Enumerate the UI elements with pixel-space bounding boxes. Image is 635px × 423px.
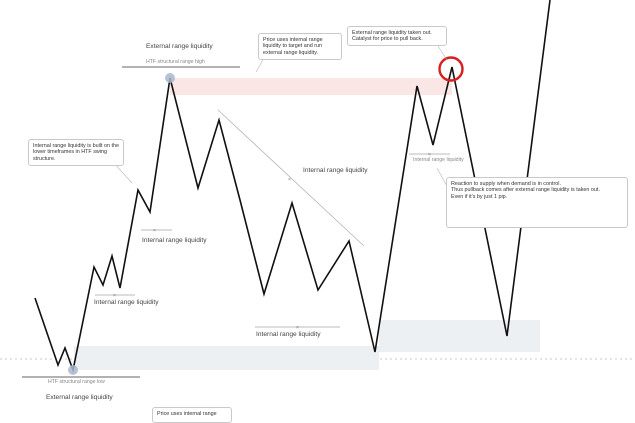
callout-bottom-partial: Price uses internal range <box>152 407 232 423</box>
marker-x-1: × <box>113 293 116 299</box>
marker-x-4: × <box>428 152 431 158</box>
zone-demand <box>379 320 540 352</box>
trend-line <box>217 109 365 247</box>
price-path <box>34 0 551 373</box>
top-external-label: External range liquidity <box>146 43 213 50</box>
top-htf-label: HTF structural range high <box>146 59 205 65</box>
callout-external-taken: External range liquidity taken out. Cata… <box>347 26 447 46</box>
connector-external-taken <box>437 45 448 61</box>
internal-label-3: Internal range liquidity <box>303 167 368 174</box>
internal-label-1: Internal range liquidity <box>94 299 159 306</box>
marker-x-3: × <box>296 325 299 331</box>
external-taken-circle <box>438 56 464 82</box>
marker-x-5: × <box>288 177 291 183</box>
callout-internal-built: Internal range liquidity is built on the… <box>28 139 124 166</box>
bottom-htf-label: HTF structural range low <box>48 379 105 385</box>
swing-low-dot <box>68 365 78 375</box>
swing-high-dot <box>165 73 175 83</box>
callout-reaction: Reaction to supply when demand is in con… <box>446 177 628 228</box>
marker-x-2: × <box>153 228 156 234</box>
callout-price-uses: Price uses internal range liquidity to t… <box>258 33 342 60</box>
zone-external-high <box>170 78 452 95</box>
internal-label-5: Internal range liquidity <box>413 157 464 163</box>
internal-label-2: Internal range liquidity <box>142 237 207 244</box>
bottom-external-label: External range liquidity <box>46 394 113 401</box>
zone-external-low <box>74 346 379 370</box>
internal-label-4: Internal range liquidity <box>256 331 321 338</box>
connector-price-uses <box>255 57 265 73</box>
